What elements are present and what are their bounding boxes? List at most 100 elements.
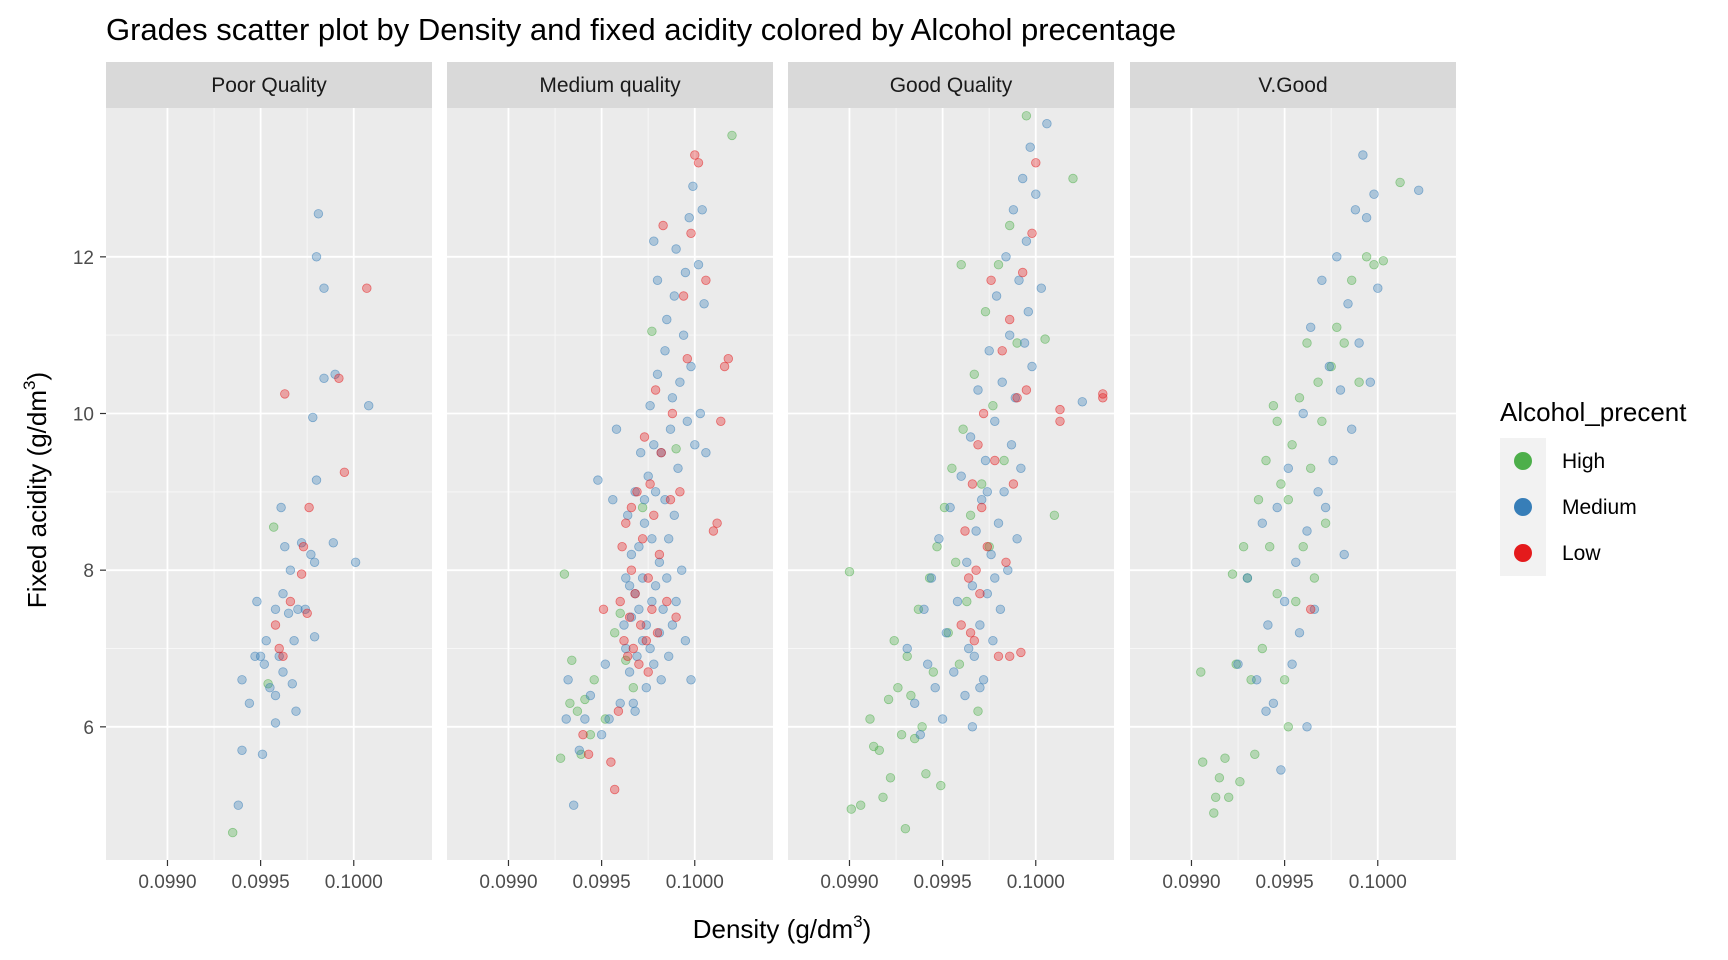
scatter-point-medium — [328, 538, 339, 548]
scatter-point-medium — [1365, 377, 1376, 387]
scatter-point-medium — [641, 620, 652, 630]
scatter-point-medium — [1413, 185, 1424, 196]
scatter-point-medium — [639, 518, 650, 528]
scatter-point-low — [1021, 385, 1032, 395]
scatter-point-medium — [641, 683, 652, 693]
scatter-point-medium — [643, 471, 653, 481]
scatter-point-medium — [934, 534, 944, 544]
scatter-point-low — [690, 150, 700, 160]
scatter-point-medium — [580, 714, 590, 724]
scatter-point-medium — [1023, 307, 1034, 317]
scatter-point-medium — [285, 565, 296, 575]
scatter-point-low — [978, 408, 989, 419]
scatter-point-low — [624, 612, 635, 622]
y-axis-title-main: Fixed acidity — [22, 464, 52, 609]
scatter-point-low — [969, 636, 980, 646]
scatter-point-medium — [667, 393, 678, 403]
scatter-point-medium — [1279, 596, 1290, 607]
scatter-point-medium — [1324, 361, 1335, 372]
scatter-point-low — [628, 643, 639, 654]
scatter-point-low — [682, 354, 693, 364]
scatter-point-medium — [910, 698, 920, 709]
scatter-point-medium — [596, 730, 607, 740]
scatter-point-medium — [274, 651, 284, 662]
scatter-point-medium — [645, 401, 655, 411]
scatter-point-medium — [949, 667, 959, 677]
scatter-point-medium — [1001, 252, 1011, 262]
scatter-point-high — [993, 260, 1004, 270]
scatter-point-low — [701, 275, 711, 286]
scatter-point-high — [1214, 773, 1225, 783]
scatter-point-high — [1021, 111, 1032, 121]
scatter-point-medium — [697, 205, 707, 215]
scatter-point-low — [1031, 158, 1041, 168]
scatter-point-medium — [637, 573, 648, 583]
scatter-point-low — [1018, 267, 1028, 278]
scatter-point-medium — [677, 565, 687, 575]
scatter-point-medium — [1012, 534, 1022, 544]
scatter-point-medium — [902, 643, 912, 654]
x-tick-label: 0.1000 — [1349, 872, 1407, 893]
scatter-point-high — [1378, 256, 1389, 266]
scatter-point-medium — [1018, 173, 1028, 184]
scatter-point-medium — [634, 604, 644, 615]
scatter-point-medium — [257, 749, 268, 760]
scatter-point-medium — [1268, 698, 1279, 709]
scatter-point-medium — [276, 502, 286, 513]
scatter-point-low — [634, 659, 644, 669]
scatter-point-high — [615, 608, 625, 619]
facet-panel: V.Good 0.0990 0.0995 0.1000 — [1130, 62, 1456, 893]
scatter-point-high — [1272, 416, 1282, 427]
scatter-point-medium — [652, 275, 663, 286]
scatter-point-medium — [1317, 275, 1327, 286]
scatter-point-medium — [682, 416, 693, 427]
scatter-point-high — [1309, 573, 1320, 583]
scatter-point-medium — [680, 267, 691, 278]
scatter-point-low — [632, 487, 642, 497]
scatter-point-medium — [695, 408, 706, 419]
scatter-point-medium — [1287, 659, 1297, 669]
scatter-point-medium — [650, 487, 661, 497]
scatter-point-high — [917, 722, 927, 732]
scatter-point-medium — [980, 455, 991, 466]
scatter-point-medium — [319, 373, 329, 384]
scatter-point-medium — [600, 659, 611, 669]
scatter-point-medium — [701, 448, 711, 458]
scatter-point-medium — [311, 252, 322, 262]
scatter-point-medium — [684, 212, 694, 223]
facet-strip — [788, 62, 1114, 108]
scatter-point-medium — [1233, 659, 1243, 669]
scatter-point-medium — [270, 604, 281, 615]
scatter-point-medium — [1298, 408, 1308, 419]
scatter-point-low — [971, 565, 981, 575]
scatter-point-high — [647, 326, 657, 337]
scatter-point-medium — [664, 651, 674, 662]
scatter-point-medium — [1027, 361, 1037, 372]
scatter-point-high — [671, 444, 681, 454]
scatter-point-medium — [1350, 205, 1361, 215]
scatter-point-low — [650, 385, 661, 395]
scatter-point-low — [662, 596, 672, 607]
x-axis-unit-den: dm — [817, 914, 853, 944]
legend-entry-low: Low — [1500, 530, 1601, 576]
scatter-point-high — [572, 706, 583, 716]
chart-title: Grades scatter plot by Density and fixed… — [106, 12, 1176, 47]
scatter-point-medium — [636, 448, 646, 458]
x-tick-label: 0.0995 — [573, 872, 631, 893]
legend: Alcohol_precent High Medium Low — [1500, 397, 1687, 576]
scatter-point-medium — [919, 604, 929, 615]
scatter-point-low — [665, 495, 676, 505]
scatter-point-low — [719, 361, 730, 372]
scatter-point-medium — [621, 573, 631, 583]
scatter-point-medium — [624, 581, 635, 591]
scatter-point-high — [977, 479, 987, 489]
scatter-point-medium — [1309, 604, 1320, 615]
scatter-point-low — [997, 346, 1007, 356]
scatter-point-medium — [364, 401, 374, 411]
scatter-point-medium — [237, 745, 247, 756]
scatter-point-medium — [1005, 330, 1015, 340]
panel-background — [788, 108, 1114, 860]
scatter-point-medium — [669, 510, 680, 521]
facet-strip — [106, 62, 432, 108]
scatter-point-low — [712, 518, 722, 528]
